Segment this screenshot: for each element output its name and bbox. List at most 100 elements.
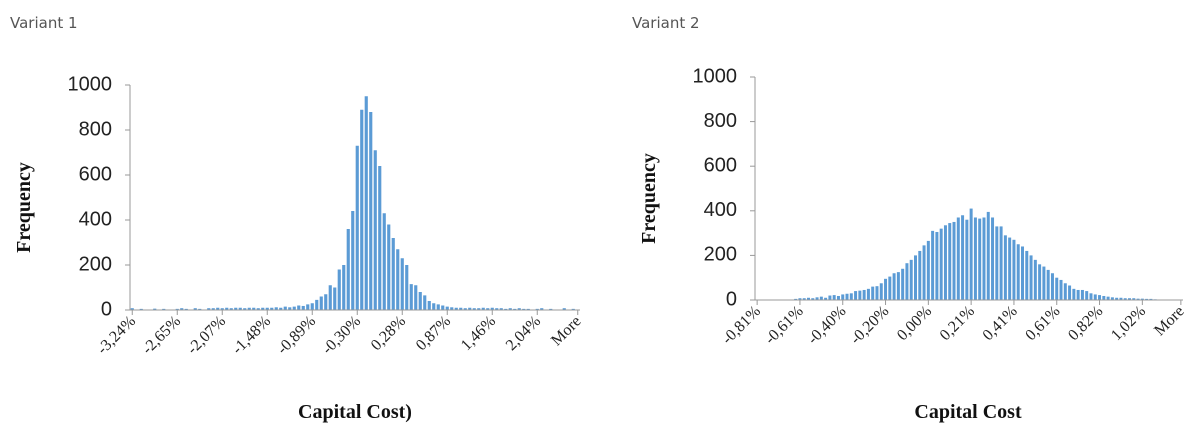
bar [1033,259,1037,300]
chart-title: Variant 1 [10,14,78,32]
bar [978,218,982,300]
bar [306,304,310,310]
bar [481,307,485,310]
y-tick-label: 400 [79,208,112,230]
bar [229,308,233,310]
y-tick-label: 600 [704,154,737,176]
bar [884,278,888,300]
bar [1042,266,1046,300]
bar [504,308,508,310]
bar [486,308,490,310]
y-tick-label: 800 [79,118,112,140]
bar [499,308,503,310]
bar [892,273,896,300]
bar [943,225,947,300]
bar [355,145,359,310]
y-tick-label: 200 [704,244,737,266]
bar [454,307,458,310]
bar [468,307,472,310]
bar [948,223,952,300]
bar [1072,288,1076,300]
bar [571,308,575,310]
bar [477,308,481,310]
bar [969,208,973,300]
bar [1119,297,1123,300]
bar [1123,298,1127,300]
bar [991,217,995,300]
bar [490,307,494,310]
y-tick-label: 800 [704,110,737,132]
bar [414,285,418,310]
bar [522,308,526,310]
y-tick-label: 600 [79,163,112,185]
bar [364,96,368,310]
bar [265,307,269,310]
bar [256,308,260,310]
bar [995,226,999,300]
bar [162,308,166,310]
bar [1029,255,1033,300]
bar [1063,283,1067,300]
bar [328,285,332,310]
bar [274,307,278,310]
bar [310,303,314,310]
bar [973,217,977,300]
bar [283,306,287,310]
bar [517,308,521,310]
bar [130,308,134,310]
bar [811,298,815,300]
bar [1149,298,1153,300]
y-tick-label: 0 [726,288,737,310]
y-tick-label: 0 [101,298,112,320]
bar [952,221,956,300]
y-tick-label: 1000 [693,65,738,87]
bar [871,286,875,300]
bar [1046,269,1050,300]
bar [391,238,395,310]
bar [234,307,238,310]
bar [459,307,463,310]
bar [562,308,566,310]
bar [1085,291,1089,300]
y-tick-label: 400 [704,199,737,221]
bar [794,298,798,300]
bar [858,290,862,300]
bar [423,295,427,310]
bar [540,308,544,310]
chart-title: Variant 2 [632,14,700,32]
bar [297,305,301,310]
bar [261,307,265,310]
bar [939,228,943,300]
bar [1115,297,1119,300]
bar [337,269,341,310]
bar [382,213,386,310]
bar [854,291,858,300]
bar [319,296,323,310]
bar [845,293,849,300]
bar [243,308,247,310]
bar [1055,277,1059,300]
bar [798,298,802,300]
bar [396,249,400,310]
bar [153,308,157,310]
bar [409,284,413,310]
bar [1016,244,1020,300]
bar [301,305,305,310]
bar [1102,295,1106,300]
bar [369,112,373,310]
bar [896,272,900,300]
bar [956,217,960,300]
bar [875,286,879,300]
bar [802,298,806,300]
bar [931,230,935,300]
bar [935,231,939,300]
y-axis-label: Frequency [13,162,35,253]
bar [207,308,211,310]
bar [418,292,422,310]
bar [986,211,990,300]
bar [807,297,810,300]
bar [961,215,965,300]
bar [918,250,922,300]
bar [180,308,184,310]
bar [225,307,229,310]
